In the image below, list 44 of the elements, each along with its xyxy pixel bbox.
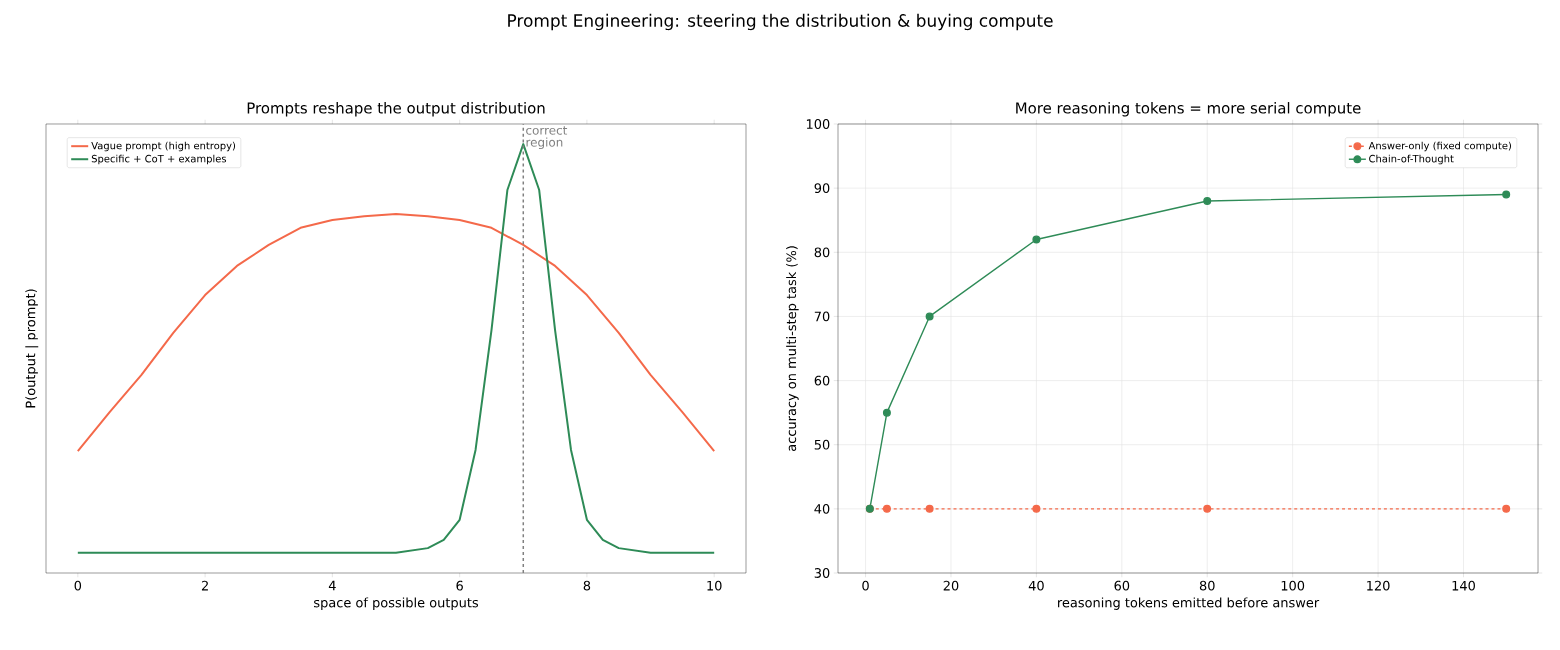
x-tick-label: 0 [862, 580, 869, 591]
y-tick-label: 100 [806, 119, 830, 129]
x-axis-title: space of possible outputs [314, 597, 479, 610]
point [925, 504, 934, 513]
x-tick-label: 8 [583, 580, 591, 591]
legend-label: Answer-only (fixed compute) [1368, 141, 1511, 152]
y-tick-label: 70 [814, 311, 830, 322]
point [1502, 504, 1511, 513]
x-tick-label: 140 [1452, 580, 1475, 591]
text: Prompt Engineering: steering the distribution & buying compute [508, 13, 1053, 31]
point [1032, 504, 1041, 513]
x-tick-label: 10 [707, 580, 722, 591]
y-tick-label: 50 [814, 439, 830, 450]
y-tick-label: 60 [814, 375, 830, 386]
y-tick-label: 90 [814, 183, 830, 194]
x-tick-label: 2 [201, 580, 208, 591]
y-tick-label: 80 [814, 247, 830, 258]
x-tick-label: 100 [1281, 580, 1305, 591]
legend-label: Vague prompt (high entropy) [91, 141, 236, 152]
x-tick-label: 0 [74, 580, 82, 591]
chart-title: More reasoning tokens = more serial compute [1016, 102, 1361, 117]
legend-label: Chain-of-Thought [1369, 154, 1454, 165]
y-tick-label: 40 [814, 503, 830, 514]
point [1203, 504, 1212, 513]
point [1203, 196, 1212, 205]
y-tick-label: 30 [814, 568, 830, 578]
x-tick-label: 120 [1367, 580, 1390, 591]
x-tick-label: 6 [456, 580, 463, 591]
point [882, 408, 891, 417]
chart-title: Prompts reshape the output distribution [247, 102, 545, 117]
x-tick-label: 40 [1028, 580, 1044, 591]
legend-label: Specific + CoT + examples [91, 154, 227, 165]
x-tick-label: 80 [1199, 580, 1215, 591]
point [1032, 235, 1041, 244]
x-axis-title: reasoning tokens emitted before answer [1058, 597, 1320, 610]
x-tick-label: 20 [943, 580, 959, 591]
x-tick-label: 60 [1114, 580, 1130, 591]
y-axis-title: accuracy on multi-step task (%) [786, 246, 799, 451]
x-tick-label: 4 [328, 580, 336, 591]
y-axis-title: P(output | prompt) [25, 289, 39, 408]
point [882, 504, 891, 513]
point [1502, 190, 1511, 199]
point [925, 312, 934, 321]
ref-line-label: correct region [526, 126, 568, 150]
